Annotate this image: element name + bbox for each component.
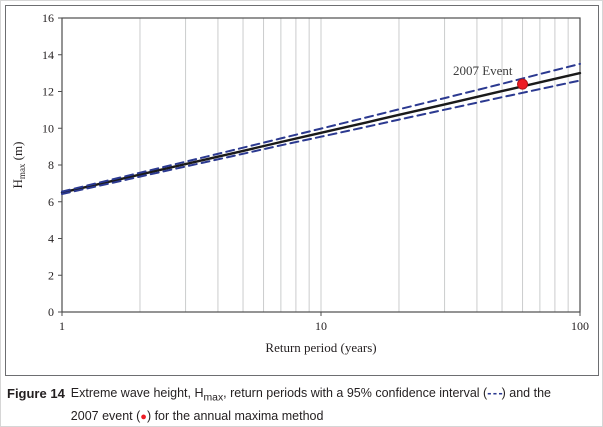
svg-text:2: 2 bbox=[48, 268, 54, 282]
confidence-interval-symbol: - - - bbox=[487, 386, 502, 400]
caption-text-part4: 2007 event ( bbox=[70, 408, 141, 423]
chart-panel: 0 2 4 6 8 10 12 14 16 1 10 100 2007 Event Return peri… bbox=[5, 5, 599, 376]
svg-text:4: 4 bbox=[48, 232, 54, 246]
caption-text-part5: ) for the annual maxima method bbox=[146, 408, 324, 423]
caption-subscript: max bbox=[203, 392, 224, 404]
figure-caption-label: Figure 14 bbox=[7, 386, 65, 401]
return-period-chart: 0 2 4 6 8 10 12 14 16 1 10 100 2007 Event Return peri… bbox=[10, 11, 589, 355]
svg-text:Return period (years): Return period (years) bbox=[265, 340, 376, 355]
figure-caption-text: Extreme wave height, Hmax, return period… bbox=[71, 384, 551, 426]
caption-text-part2: , return periods with a 95% confidence i… bbox=[223, 386, 488, 400]
caption-text-part1: Extreme wave height, H bbox=[70, 386, 204, 400]
caption-text-part3: ) and the bbox=[501, 386, 551, 400]
svg-text:1: 1 bbox=[59, 319, 65, 333]
figure-caption: Figure 14 Extreme wave height, Hmax, ret… bbox=[7, 384, 598, 426]
svg-text:8: 8 bbox=[48, 158, 54, 172]
svg-text:100: 100 bbox=[571, 319, 589, 333]
svg-text:14: 14 bbox=[42, 48, 54, 62]
svg-text:10: 10 bbox=[42, 121, 54, 135]
svg-text:0: 0 bbox=[48, 305, 54, 319]
svg-text:2007 Event: 2007 Event bbox=[453, 63, 513, 78]
event-dot-symbol: ● bbox=[140, 410, 147, 423]
svg-text:10: 10 bbox=[315, 319, 327, 333]
svg-text:12: 12 bbox=[42, 85, 54, 99]
svg-text:Hmax (m): Hmax (m) bbox=[10, 142, 27, 189]
svg-text:6: 6 bbox=[48, 195, 54, 209]
svg-text:16: 16 bbox=[42, 11, 54, 25]
